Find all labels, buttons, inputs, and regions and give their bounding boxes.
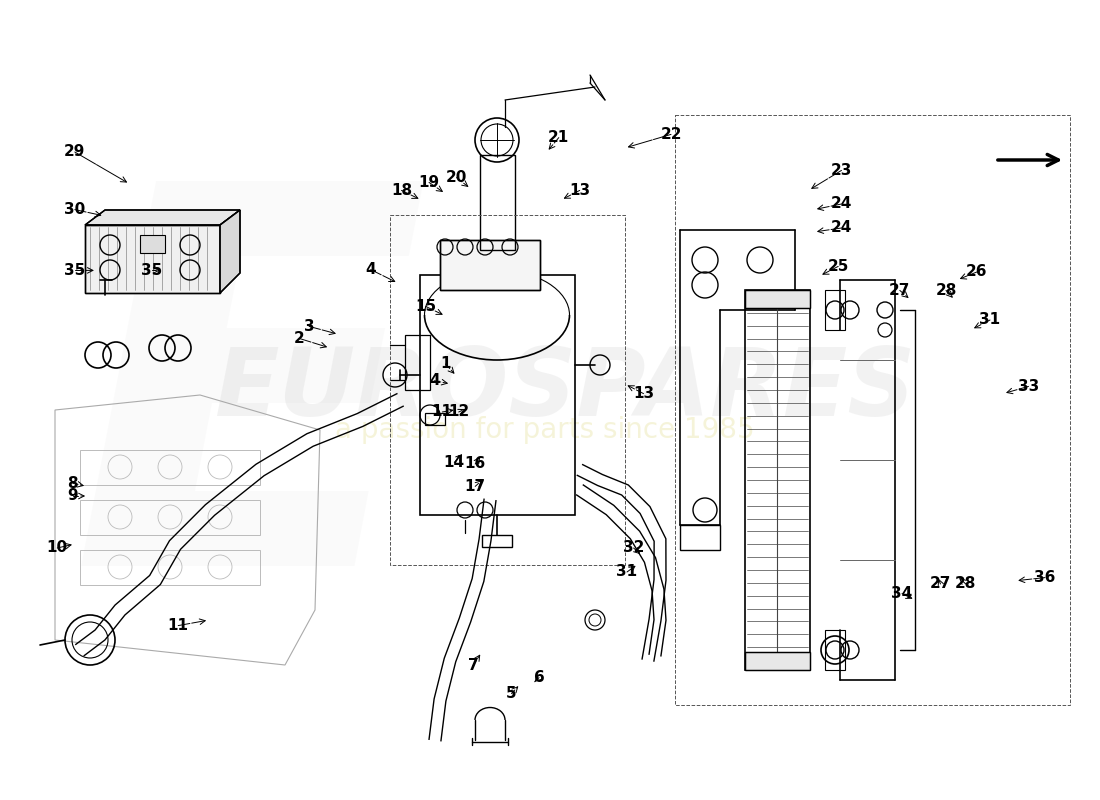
Bar (140, 235, 165, 253)
Text: 11: 11 (431, 405, 453, 419)
Bar (680, 525, 720, 550)
Text: 1: 1 (440, 357, 451, 371)
Bar (745, 290, 810, 308)
Text: 26: 26 (966, 265, 988, 279)
Bar (390, 215, 625, 565)
Text: E: E (69, 164, 430, 676)
Text: 32: 32 (623, 541, 645, 555)
Text: 10: 10 (46, 541, 68, 555)
Text: 22: 22 (660, 127, 682, 142)
Text: 30: 30 (64, 202, 86, 217)
Text: 23: 23 (830, 163, 852, 178)
Text: 20: 20 (446, 170, 468, 185)
Text: 33: 33 (1018, 379, 1040, 394)
Bar (825, 290, 845, 330)
Bar (482, 535, 512, 547)
Bar (675, 115, 1070, 705)
Text: 17: 17 (464, 479, 486, 494)
Text: 24: 24 (830, 197, 852, 211)
Text: 3: 3 (304, 319, 315, 334)
Text: 24: 24 (830, 221, 852, 235)
Text: 36: 36 (1034, 570, 1056, 585)
Text: 29: 29 (64, 145, 86, 159)
Text: 28: 28 (935, 283, 957, 298)
Bar (745, 290, 810, 670)
Bar (80, 550, 260, 585)
Text: 35: 35 (64, 263, 86, 278)
Bar (825, 630, 845, 670)
Text: 13: 13 (569, 183, 591, 198)
Bar (745, 652, 810, 670)
Text: 14: 14 (443, 455, 465, 470)
Text: 27: 27 (889, 283, 911, 298)
Text: 9: 9 (67, 489, 78, 503)
Text: 11: 11 (167, 618, 189, 633)
Polygon shape (220, 210, 240, 293)
Text: 6: 6 (534, 670, 544, 685)
Text: 15: 15 (415, 299, 437, 314)
Bar (405, 335, 430, 390)
Text: 4: 4 (429, 374, 440, 388)
Text: 5: 5 (506, 686, 517, 701)
Text: 4: 4 (365, 262, 376, 277)
Bar (745, 290, 810, 308)
Text: 18: 18 (390, 183, 412, 198)
Bar (85, 225, 220, 293)
Text: 21: 21 (548, 130, 570, 145)
Text: 13: 13 (632, 386, 654, 401)
Text: 31: 31 (616, 565, 638, 579)
Bar (440, 240, 540, 290)
Text: 31: 31 (979, 313, 1001, 327)
Text: 16: 16 (464, 457, 486, 471)
Text: 27: 27 (930, 577, 952, 591)
Bar (425, 413, 446, 425)
Bar (85, 225, 220, 293)
Text: EUROSPARES: EUROSPARES (214, 344, 915, 436)
Bar (80, 500, 260, 535)
Text: 35: 35 (141, 263, 163, 278)
Text: 19: 19 (418, 175, 440, 190)
Polygon shape (85, 210, 240, 225)
Text: 7: 7 (468, 658, 478, 673)
Bar (745, 652, 810, 670)
Text: a passion for parts since 1985: a passion for parts since 1985 (336, 416, 755, 444)
Text: 28: 28 (955, 577, 977, 591)
Text: 12: 12 (448, 405, 470, 419)
Bar (440, 240, 540, 290)
Text: 25: 25 (827, 259, 849, 274)
Bar (480, 155, 515, 250)
Bar (420, 275, 575, 515)
Text: 34: 34 (891, 586, 913, 601)
Bar (80, 450, 260, 485)
Text: 8: 8 (67, 476, 78, 490)
Text: 2: 2 (294, 331, 305, 346)
